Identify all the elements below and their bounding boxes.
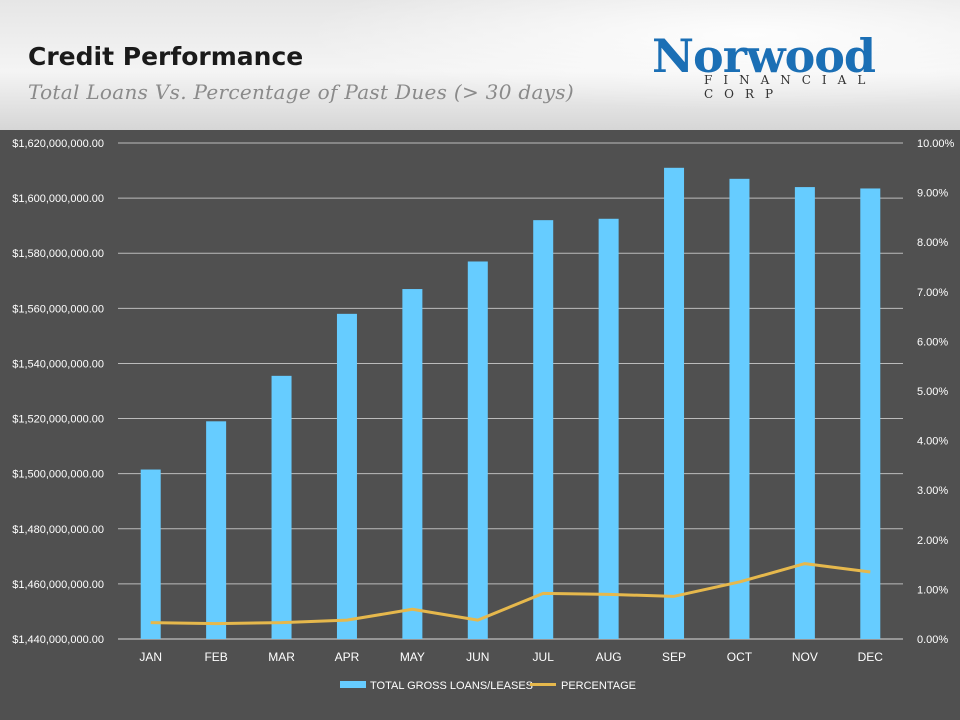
y2-tick-label: 5.00% <box>917 386 948 398</box>
logo-wordmark: Norwood <box>652 29 876 83</box>
y-tick-label: $1,560,000,000.00 <box>12 303 104 315</box>
y2-tick-label: 3.00% <box>917 485 948 497</box>
x-tick-label: NOV <box>792 650 818 664</box>
y-tick-label: $1,620,000,000.00 <box>12 138 104 150</box>
x-tick-label: FEB <box>204 650 227 664</box>
y2-tick-label: 1.00% <box>917 584 948 596</box>
y-tick-label: $1,440,000,000.00 <box>12 634 104 646</box>
bar-oct <box>729 178 750 640</box>
y-tick-label: $1,540,000,000.00 <box>12 358 104 370</box>
y2-tick-label: 7.00% <box>917 287 948 299</box>
bar-feb <box>206 421 227 639</box>
bar-nov <box>794 187 815 639</box>
bar-series <box>140 167 881 640</box>
x-tick-label: DEC <box>858 650 884 664</box>
credit-performance-chart: $1,440,000,000.00 $1,460,000,000.00 $1,480… <box>12 138 955 692</box>
bar-sep <box>664 167 685 640</box>
x-tick-label: MAR <box>268 650 295 664</box>
y2-tick-label: 2.00% <box>917 535 948 547</box>
legend-label-loans: TOTAL GROSS LOANS/LEASES <box>370 680 533 692</box>
bar-may <box>402 289 423 639</box>
x-axis-labels: JAN FEB MAR APR MAY JUN JUL AUG SEP OCT NOV DEC <box>139 650 883 664</box>
y2-tick-label: 0.00% <box>917 634 948 646</box>
y-tick-label: $1,600,000,000.00 <box>12 193 104 205</box>
line-series <box>150 562 871 626</box>
bar-jul <box>533 220 554 639</box>
y2-tick-label: 10.00% <box>917 138 955 150</box>
slide-title: Credit Performance <box>28 42 304 71</box>
bar-mar <box>271 375 292 639</box>
legend-swatch-loans <box>340 681 366 688</box>
bar-apr <box>336 313 357 639</box>
y-tick-label: $1,480,000,000.00 <box>12 524 104 536</box>
x-tick-label: MAY <box>400 650 425 664</box>
y-tick-label: $1,500,000,000.00 <box>12 469 104 481</box>
x-tick-label: JUL <box>533 650 555 664</box>
x-tick-label: JAN <box>139 650 162 664</box>
y2-tick-label: 4.00% <box>917 436 948 448</box>
legend-label-percentage: PERCENTAGE <box>561 680 636 692</box>
x-tick-label: JUN <box>466 650 489 664</box>
y2-tick-label: 9.00% <box>917 188 948 200</box>
left-axis-labels: $1,440,000,000.00 $1,460,000,000.00 $1,480… <box>12 138 104 646</box>
logo-subtitle: FINANCIAL CORP <box>704 73 877 101</box>
slide-subtitle: Total Loans Vs. Percentage of Past Dues … <box>28 80 574 104</box>
bar-aug <box>598 218 619 639</box>
y2-tick-label: 6.00% <box>917 336 948 348</box>
legend: TOTAL GROSS LOANS/LEASES PERCENTAGE <box>340 680 636 692</box>
y-tick-label: $1,580,000,000.00 <box>12 248 104 260</box>
slide-header: Credit Performance Total Loans Vs. Perce… <box>0 0 960 130</box>
right-axis-labels: 0.00% 1.00% 2.00% 3.00% 4.00% 5.00% 6.00% 7.00%… <box>917 138 955 646</box>
grid-lines <box>118 142 903 640</box>
bar-dec <box>860 188 881 639</box>
x-tick-label: AUG <box>596 650 622 664</box>
x-tick-label: SEP <box>662 650 686 664</box>
bar-jan <box>140 469 161 639</box>
x-tick-label: APR <box>335 650 360 664</box>
y-tick-label: $1,520,000,000.00 <box>12 414 104 426</box>
percentage-line <box>150 562 871 626</box>
y-tick-label: $1,460,000,000.00 <box>12 579 104 591</box>
bar-jun <box>467 261 488 639</box>
y2-tick-label: 8.00% <box>917 237 948 249</box>
company-logo: Norwood FINANCIAL CORP <box>652 29 942 101</box>
x-tick-label: OCT <box>727 650 753 664</box>
